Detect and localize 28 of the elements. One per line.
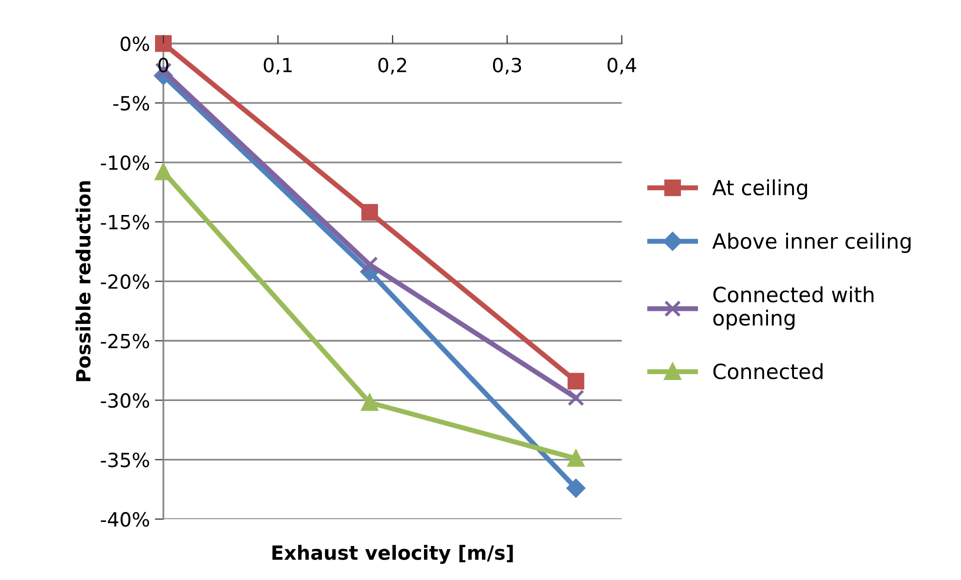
y-tick-label: -40% <box>100 512 150 527</box>
y-tick-label: 0% <box>120 36 150 52</box>
x-tick-label: 0,2 <box>378 58 406 74</box>
point <box>155 35 172 52</box>
point <box>155 164 172 180</box>
point <box>361 256 378 273</box>
x-axis-title: Exhaust velocity [m/s] <box>272 544 513 564</box>
x-tick-label: 0,4 <box>608 58 636 74</box>
legend-label: Above inner ceiling <box>712 232 911 253</box>
y-tick-label: -30% <box>100 393 150 408</box>
x-tick-label: 0,3 <box>492 58 522 74</box>
point <box>568 389 584 406</box>
y-tick-label: -20% <box>100 274 150 289</box>
point <box>568 450 584 467</box>
y-tick-label: -15% <box>100 214 150 230</box>
legend-label: At ceiling <box>712 179 808 200</box>
y-axis-title: Possible reduction <box>76 181 91 382</box>
point <box>568 372 584 390</box>
x-tick-label: 0,1 <box>264 58 292 74</box>
y-tick-label: -5% <box>113 96 150 111</box>
y-tick-label: -25% <box>100 334 150 348</box>
legend-label: Connected with opening <box>713 286 874 330</box>
y-tick-label: -10% <box>100 155 150 170</box>
point <box>361 394 378 411</box>
y-tick-label: -35% <box>100 452 150 468</box>
point <box>361 204 378 221</box>
point <box>566 478 586 498</box>
legend-label: Connected <box>713 363 822 380</box>
